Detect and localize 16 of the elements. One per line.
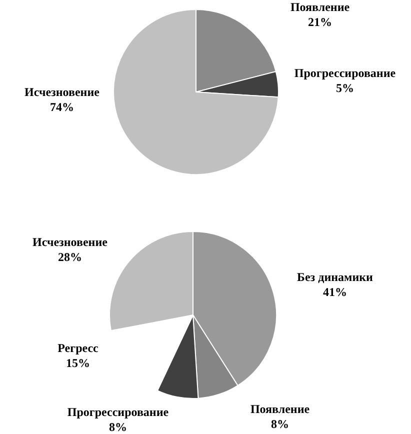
- data-label: 8%: [271, 417, 289, 432]
- slice-label: Появление: [290, 0, 350, 14]
- data-label: 5%: [336, 81, 354, 96]
- data-label: 28%: [58, 250, 82, 264]
- slice-label: Исчезновение: [24, 85, 100, 100]
- slice-label: Прогрессирование: [67, 405, 170, 420]
- slice-label: Появление: [250, 402, 310, 416]
- slice-label: Прогрессирование: [294, 66, 396, 80]
- data-label: 21%: [308, 15, 332, 30]
- data-label: 74%: [50, 100, 74, 114]
- slice-label: Исчезновение: [32, 235, 108, 250]
- slice-label: Регресс: [58, 341, 100, 356]
- data-label: 15%: [66, 356, 90, 370]
- data-label: 8%: [109, 420, 127, 434]
- slice-label: Без динамики: [297, 270, 374, 284]
- data-label: 41%: [323, 285, 347, 300]
